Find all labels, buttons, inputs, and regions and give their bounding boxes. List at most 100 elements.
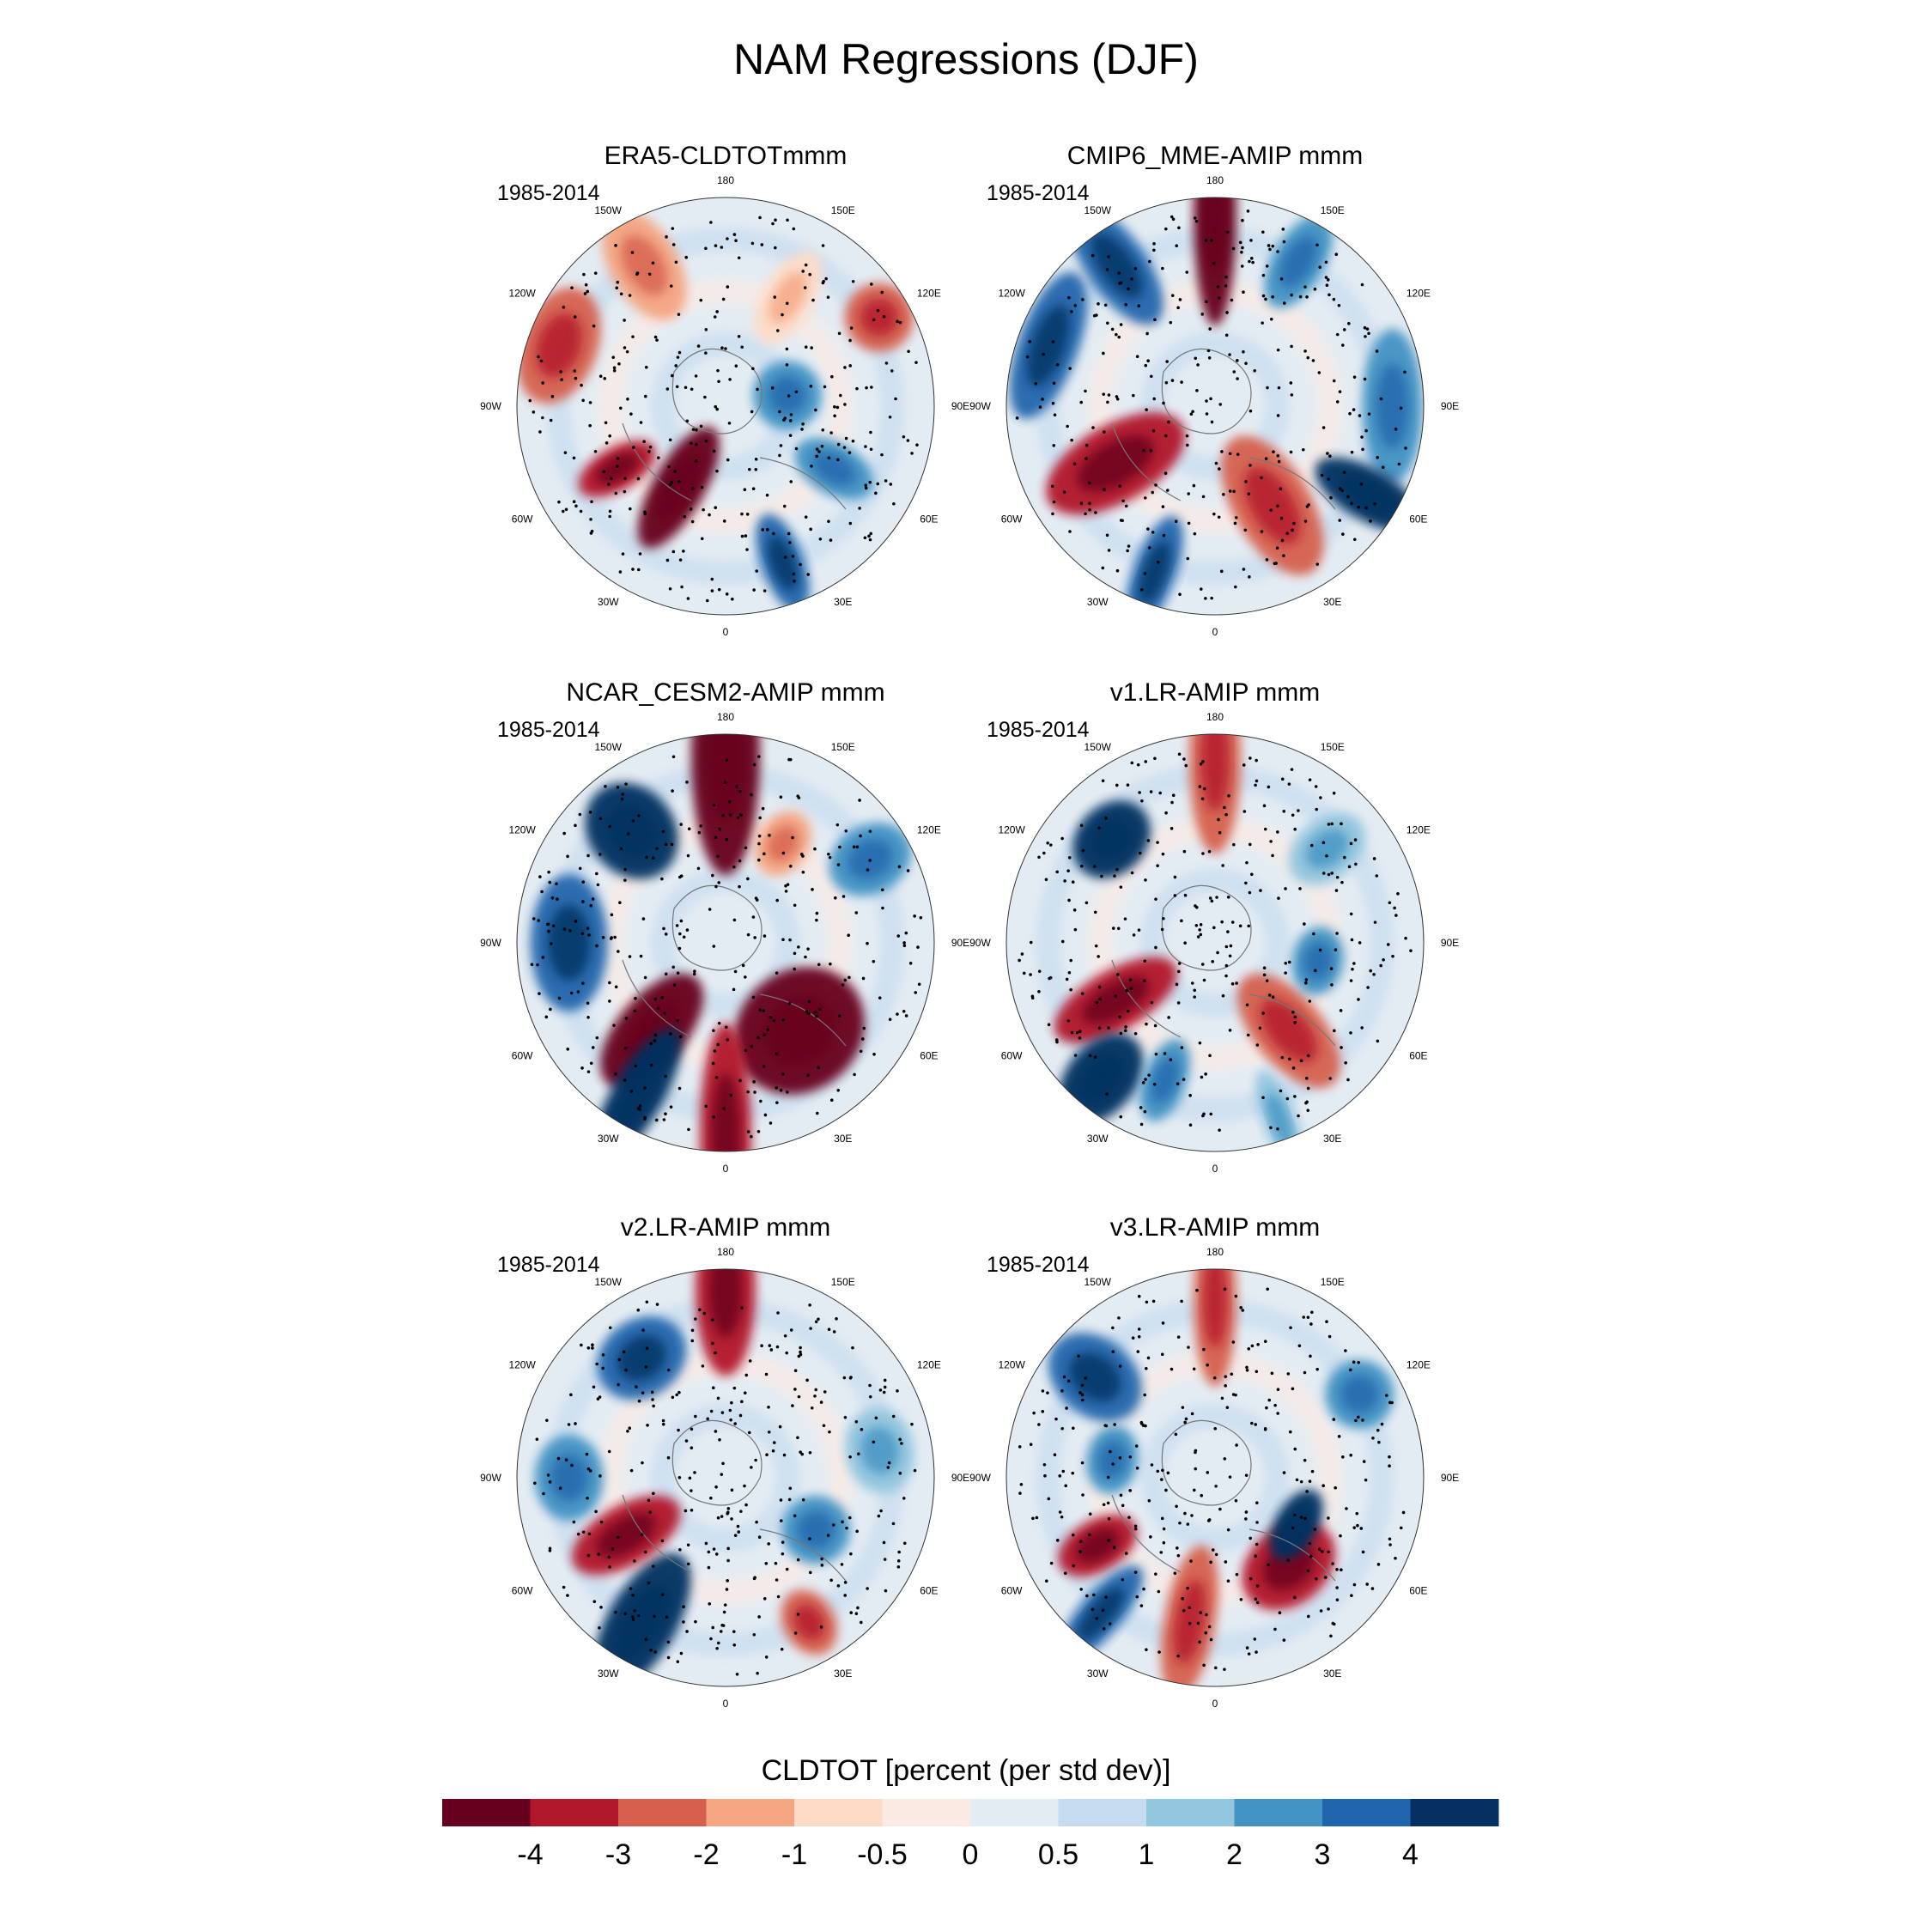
significance-dot	[898, 1437, 902, 1442]
significance-dot	[669, 284, 673, 288]
significance-dot	[1170, 379, 1175, 382]
significance-dot	[1037, 855, 1041, 860]
significance-dot	[781, 1552, 785, 1556]
significance-dot	[608, 509, 612, 513]
significance-dot	[1409, 949, 1413, 953]
significance-dot	[771, 222, 775, 226]
significance-dot	[785, 1567, 789, 1571]
anomaly-core	[812, 452, 856, 486]
map-panel: v3.LR-AMIP mmm 1985-2014 180 150E 120E 90E 60E…	[957, 1213, 1473, 1710]
significance-dot	[884, 361, 889, 365]
significance-dot	[636, 1308, 641, 1312]
significance-dot	[694, 459, 698, 463]
significance-dot	[709, 1409, 714, 1413]
significance-dot	[714, 835, 718, 840]
significance-dot	[848, 975, 851, 980]
anomaly-core	[1027, 305, 1070, 386]
significance-dot	[1329, 1634, 1333, 1638]
significance-dot	[1346, 1078, 1350, 1082]
significance-dot	[848, 1455, 852, 1459]
significance-dot	[1250, 1344, 1255, 1348]
significance-dot	[675, 1393, 678, 1397]
significance-dot	[1022, 971, 1026, 975]
significance-dot	[1223, 1668, 1226, 1671]
significance-dot	[670, 374, 674, 378]
significance-dot	[1105, 533, 1109, 538]
significance-dot	[750, 241, 755, 246]
longitude-label: 90E	[1441, 937, 1459, 949]
significance-dot	[1176, 1335, 1181, 1340]
significance-dot	[858, 507, 861, 510]
significance-dot	[782, 1453, 787, 1457]
significance-dot	[704, 439, 708, 443]
significance-dot	[740, 1306, 744, 1309]
significance-dot	[1097, 1026, 1102, 1030]
significance-dot	[555, 882, 558, 886]
significance-dot	[1223, 1287, 1227, 1291]
significance-dot	[701, 1364, 705, 1368]
significance-dot	[819, 1625, 823, 1629]
significance-dot	[623, 867, 628, 872]
significance-dot	[1364, 506, 1368, 510]
significance-dot	[898, 320, 902, 325]
significance-dot	[1289, 1326, 1292, 1330]
significance-dot	[550, 942, 553, 945]
significance-dot	[829, 962, 832, 966]
anomaly-core	[1260, 999, 1317, 1062]
significance-dot	[781, 1072, 785, 1076]
significance-dot	[732, 1630, 736, 1633]
significance-dot	[767, 1430, 771, 1434]
significance-dot	[694, 1317, 697, 1321]
significance-dot	[1104, 817, 1108, 820]
significance-dot	[1106, 400, 1109, 404]
significance-dot	[1284, 961, 1288, 965]
significance-dot	[1214, 1552, 1218, 1557]
significance-dot	[636, 1107, 641, 1110]
significance-dot	[601, 1366, 605, 1370]
significance-dot	[1147, 1073, 1151, 1077]
significance-dot	[1103, 430, 1106, 434]
significance-dot	[1117, 335, 1121, 339]
significance-dot	[679, 1651, 683, 1656]
significance-dot	[822, 279, 825, 283]
significance-dot	[770, 386, 775, 390]
significance-dot	[1375, 349, 1379, 353]
significance-dot	[1289, 381, 1293, 385]
panel-title: NCAR_CESM2-AMIP mmm	[566, 678, 885, 707]
significance-dot	[626, 397, 629, 401]
significance-dot	[771, 1449, 775, 1453]
significance-dot	[1060, 1426, 1064, 1431]
significance-dot	[734, 239, 738, 243]
period-label: 1985-2014	[497, 181, 600, 205]
significance-dot	[880, 453, 884, 457]
significance-dot	[855, 386, 859, 391]
significance-dot	[1277, 386, 1281, 390]
significance-dot	[1217, 296, 1221, 300]
significance-dot	[750, 1044, 754, 1048]
significance-dot	[1219, 569, 1224, 574]
significance-dot	[751, 995, 756, 999]
significance-dot	[683, 1509, 688, 1513]
significance-dot	[1217, 515, 1221, 519]
significance-dot	[1133, 1524, 1138, 1528]
significance-dot	[1338, 487, 1342, 490]
significance-dot	[595, 872, 598, 876]
significance-dot	[697, 830, 702, 835]
significance-dot	[549, 418, 553, 422]
significance-dot	[1348, 411, 1352, 416]
significance-dot	[1235, 1572, 1239, 1577]
significance-dot	[717, 1021, 721, 1025]
significance-dot	[1293, 1513, 1297, 1517]
significance-dot	[827, 1327, 831, 1332]
significance-dot	[628, 1426, 632, 1430]
significance-dot	[793, 1514, 797, 1518]
significance-dot	[1321, 841, 1326, 845]
significance-dot	[880, 290, 884, 295]
significance-dot	[616, 457, 620, 460]
significance-dot	[904, 1014, 908, 1018]
significance-dot	[886, 1466, 890, 1469]
significance-dot	[657, 456, 660, 459]
significance-dot	[726, 285, 730, 289]
significance-dot	[827, 519, 830, 523]
significance-dot	[669, 1105, 673, 1109]
